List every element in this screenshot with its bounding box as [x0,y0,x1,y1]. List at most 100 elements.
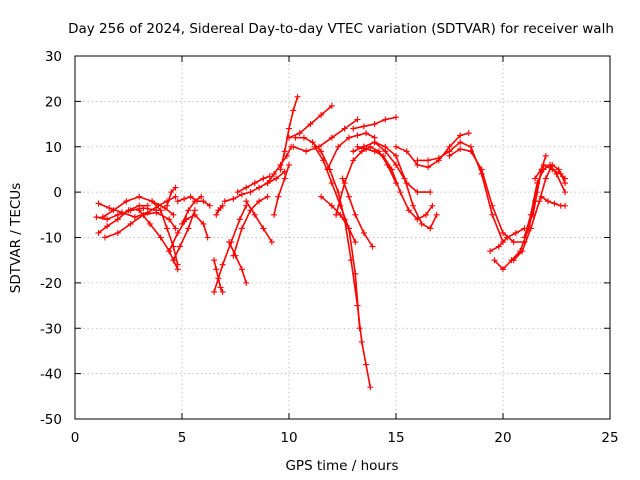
data-point [360,143,367,150]
data-point [487,248,494,255]
series-arc-25 [290,116,361,155]
data-point [300,134,307,141]
data-point [243,184,250,191]
y-tick-label: 10 [45,140,62,156]
data-point [534,189,541,196]
data-point [136,207,143,214]
data-point [198,193,205,200]
series-arc-24 [286,102,335,141]
data-point [213,211,220,218]
data-point [467,148,474,155]
series-arc-11 [179,193,205,227]
data-point [457,139,464,146]
data-point [157,207,164,214]
series-arc-10 [174,193,213,209]
data-point [393,152,399,159]
data-point [328,134,335,141]
data-point [264,180,271,187]
data-point [294,93,301,100]
x-tick-label: 5 [178,430,187,446]
data-point [422,211,429,218]
data-point [555,166,562,173]
series-arc-05 [101,209,179,241]
data-point [562,175,569,182]
data-point [401,175,408,182]
data-point [335,143,342,150]
data-point [140,205,147,212]
series-layer [93,93,569,391]
data-point [251,211,258,218]
data-point [185,225,192,232]
data-point [271,170,278,177]
data-point [303,148,310,155]
data-point [358,338,365,345]
data-point [217,284,224,291]
x-tick-label: 25 [601,430,618,446]
data-point [457,146,464,153]
data-point [206,202,213,209]
data-point [174,198,181,205]
data-point [367,384,374,391]
data-point [146,220,153,227]
data-point [234,189,241,196]
data-point [544,198,551,205]
series-arc-35 [350,114,399,132]
data-point [172,184,179,191]
data-point [433,211,440,218]
data-point [358,148,365,155]
series-line [273,164,290,216]
y-tick-label: 20 [45,94,62,110]
series-arc-07 [149,198,181,268]
data-point [425,164,432,171]
data-point [172,225,179,232]
data-point [95,229,102,236]
data-point [427,225,434,232]
data-point [341,180,348,187]
data-point [324,166,331,173]
series-line [512,164,566,262]
data-point [318,148,325,155]
data-point [345,134,352,141]
data-point [168,189,175,196]
data-point [320,157,327,164]
series-line [352,141,438,230]
data-point [200,198,207,205]
series-arc-14 [211,202,250,295]
data-point [114,211,121,218]
data-point [277,166,284,173]
data-point [238,266,245,273]
data-point [264,193,271,200]
data-point [536,198,543,205]
tick-layer: 0 5 10 15 20 25 -50 -40 -30 -20 -10 0 10 20 30 [40,49,619,446]
data-point [350,157,357,164]
data-point [101,234,108,241]
series-line [335,146,397,216]
data-point [95,200,102,207]
data-point [170,257,177,264]
data-point [478,166,485,173]
data-point [356,325,363,332]
data-point [489,202,496,209]
data-point [335,189,342,196]
data-point [405,207,412,214]
data-point [425,157,432,164]
data-point [164,202,171,209]
data-point [251,180,258,187]
data-point [360,229,367,236]
data-point [219,202,226,209]
data-point [238,225,245,232]
series-arc-19 [226,239,250,286]
data-point [166,216,173,223]
data-point [527,225,534,232]
data-point [290,143,297,150]
data-point [187,193,194,200]
data-point [243,279,250,286]
series-arc-33 [333,143,399,218]
data-point [281,148,288,155]
data-point [382,116,389,123]
series-line [215,204,224,216]
data-point [191,207,198,214]
data-point [260,175,267,182]
series-line [292,118,359,153]
data-point [286,125,292,132]
